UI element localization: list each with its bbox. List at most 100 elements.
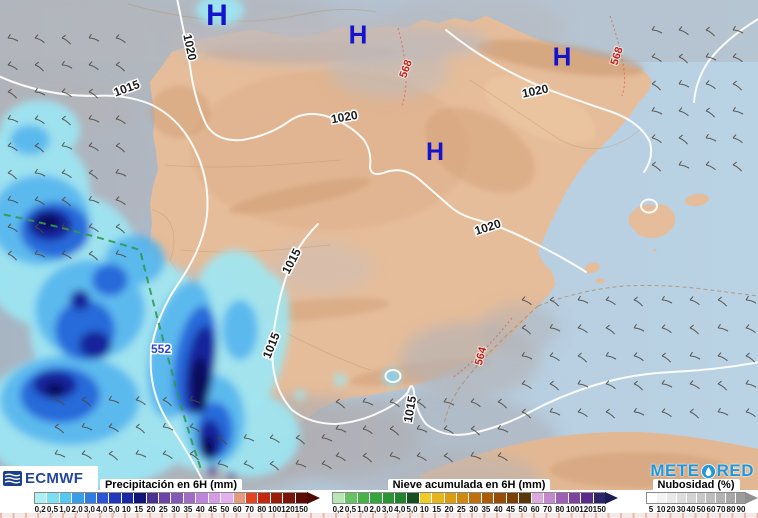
wind-barb-icon [362, 397, 374, 406]
wind-barb-icon [678, 134, 688, 145]
legend-cell [656, 493, 666, 503]
legend-cell [159, 493, 171, 503]
balearic-islands [584, 193, 709, 284]
legend-cell [696, 493, 706, 503]
wind-barb-icon [577, 379, 589, 388]
wind-barb-icon [732, 25, 744, 34]
wind-barb-icon [416, 398, 426, 409]
legend-cell [444, 493, 457, 503]
wind-barb-icon [115, 142, 125, 153]
legend-cell [736, 493, 746, 503]
wind-barb-icon [61, 141, 73, 150]
maritime-boundaries [443, 285, 758, 425]
legend-tick-label: 100 [267, 505, 282, 514]
legend-tick-label: 50 [220, 505, 230, 514]
wind-barb-icon [321, 460, 332, 470]
legend-cell [716, 493, 726, 503]
wind-barb-icon [549, 296, 559, 307]
wind-barb-icon [661, 379, 673, 388]
wind-barb-icon [717, 296, 727, 307]
legend-cloudiness-labels: 5 10 20 30 40 50 60 70 80 90 [646, 505, 746, 514]
wind-barb-icon [470, 398, 481, 408]
legend-tick-label: 10 [656, 505, 666, 514]
legend-tick-label: 5 [648, 505, 654, 514]
high-pressure-marker: H [553, 41, 572, 71]
legend-tick-label: 3,0 [83, 505, 95, 514]
legend-tick-label: 120 [579, 505, 593, 514]
wind-barb-icon [497, 452, 508, 462]
wind-barb-icon [321, 433, 333, 442]
legend-tick-label: 40 [686, 505, 696, 514]
ecmwf-logo-text: ECMWF [25, 470, 84, 487]
legend-tick-label: 70 [716, 505, 726, 514]
wind-barb-icon [88, 223, 99, 233]
wind-barb-icon [7, 88, 17, 99]
legend-cell [407, 493, 419, 503]
legend-tick-label: 0,2 [34, 505, 46, 514]
bottom-tick-strip [0, 513, 758, 518]
isobar-lines [0, 0, 758, 486]
wind-barb-icon [88, 33, 100, 42]
legend-tick-label: 50 [518, 505, 528, 514]
wind-barb-icon [135, 449, 147, 458]
legend-precipitation-title: Precipitación en 6H (mm) [34, 478, 308, 491]
wind-barb-icon [243, 460, 254, 470]
wind-barb-icon [717, 323, 729, 332]
wind-barb-icon [521, 351, 533, 360]
wind-barb-icon [705, 26, 715, 37]
legend-cell [647, 493, 656, 503]
legend-arrow [745, 492, 758, 504]
legend-tick-label: 50 [696, 505, 706, 514]
legend-cell [59, 493, 72, 503]
wind-barb-icon [416, 424, 428, 433]
legend-cell [395, 493, 407, 503]
legend-cell [134, 493, 146, 503]
wind-barb-icon [7, 142, 18, 152]
legend-cell [258, 493, 270, 503]
legend-cell [432, 493, 444, 503]
wind-barb-icon [745, 379, 757, 388]
wind-barb-icon [470, 451, 482, 460]
wind-barb-icon [521, 380, 532, 390]
legend-cell [121, 493, 134, 503]
wind-barb-icon [88, 169, 98, 180]
legend-tick-label: 45 [506, 505, 515, 514]
wind-barb-icon [651, 134, 662, 144]
legend-cell [370, 493, 382, 503]
legend-cell [295, 493, 307, 503]
legend-tick-label: 40 [195, 505, 205, 514]
legend-cell [208, 493, 221, 503]
wind-barb-icon [732, 106, 744, 115]
wind-barb-icon [678, 79, 690, 88]
legend-tick-label: 0,5 [46, 505, 59, 514]
wind-barb-icon [115, 196, 126, 206]
wind-barb-icon [549, 407, 561, 416]
meteored-text-suffix: RED [716, 461, 754, 480]
legend-tick-label: 25 [456, 505, 466, 514]
meteored-drop-icon [700, 463, 716, 479]
legend-cell [233, 493, 245, 503]
wind-barb-icon [61, 222, 73, 231]
legend-cell [283, 493, 295, 503]
wind-barb-icon [335, 398, 345, 409]
legend-cloudiness-colorbar [646, 492, 758, 504]
isobar-label: 1020 [330, 108, 359, 126]
legend-cell [457, 493, 469, 503]
legend-tick-label: 70 [543, 505, 552, 514]
wind-barb-icon [633, 323, 645, 332]
wind-barb-icon [661, 408, 672, 418]
meteored-logo: METE RED [650, 461, 754, 481]
legend-tick-label: 150 [592, 505, 607, 514]
wind-barb-icon [108, 423, 119, 433]
wind-barb-icon [732, 80, 742, 91]
wind-barb-icon [651, 25, 663, 34]
wind-barb-icon [717, 352, 728, 362]
wind-barb-icon [705, 161, 716, 171]
wind-barb-icon [34, 61, 44, 72]
legend-cloudiness: Nubosidad (%) 5 10 20 30 40 50 60 70 80 90 [646, 478, 758, 514]
wind-barb-icon [7, 114, 19, 123]
legend-tick-label: 60 [706, 505, 716, 514]
ecmwf-logo: ECMWF [0, 466, 98, 491]
wind-barb-icon [162, 396, 172, 407]
wind-barb-icon [7, 195, 19, 204]
